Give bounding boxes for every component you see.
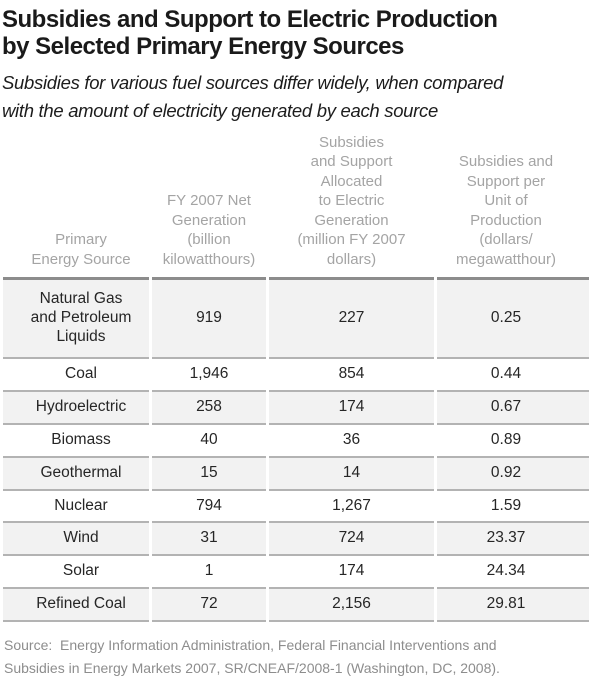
cell-source: Hydroelectric [3,391,149,425]
cell-net-generation: 15 [152,457,266,491]
table-row-coal: Coal 1,946 854 0.44 [3,359,589,392]
table-row-refined-coal: Refined Coal 72 2,156 29.81 [3,589,589,623]
cell-net-generation: 1 [152,556,266,590]
cell-source: Coal [3,359,149,392]
cell-net-generation: 919 [152,280,266,359]
cell-per-unit: 23.37 [437,523,589,557]
cell-source: Solar [3,556,149,590]
header-row: Primary Energy Source FY 2007 Net Genera… [3,133,589,281]
figure-title: Subsidies and Support to Electric Produc… [2,6,498,61]
cell-subsidies: 724 [269,523,434,557]
table-body: Natural Gas and Petroleum Liquids 919 22… [3,280,589,623]
cell-per-unit: 29.81 [437,589,589,623]
cell-subsidies: 854 [269,359,434,392]
column-header-primary-energy-source: Primary Energy Source [3,133,149,281]
table-row-hydroelectric: Hydroelectric 258 174 0.67 [3,391,589,425]
column-header-subsidies-per-unit: Subsidies and Support per Unit of Produc… [437,133,589,281]
cell-per-unit: 24.34 [437,556,589,590]
cell-net-generation: 31 [152,523,266,557]
cell-subsidies: 36 [269,425,434,458]
table-row-geothermal: Geothermal 15 14 0.92 [3,457,589,491]
cell-per-unit: 0.89 [437,425,589,458]
cell-net-generation: 40 [152,425,266,458]
cell-source: Geothermal [3,457,149,491]
table-row-nuclear: Nuclear 794 1,267 1.59 [3,491,589,524]
cell-subsidies: 174 [269,391,434,425]
cell-per-unit: 0.44 [437,359,589,392]
cell-subsidies: 227 [269,280,434,359]
table-row-solar: Solar 1 174 24.34 [3,556,589,590]
cell-net-generation: 794 [152,491,266,524]
cell-net-generation: 72 [152,589,266,623]
cell-per-unit: 1.59 [437,491,589,524]
column-header-net-generation: FY 2007 Net Generation (billion kilowatt… [152,133,266,281]
cell-subsidies: 1,267 [269,491,434,524]
table-row-natural-gas: Natural Gas and Petroleum Liquids 919 22… [3,280,589,359]
figure-subtitle: Subsidies for various fuel sources diffe… [2,72,504,121]
table-header: Primary Energy Source FY 2007 Net Genera… [3,133,589,281]
cell-per-unit: 0.25 [437,280,589,359]
table-row-biomass: Biomass 40 36 0.89 [3,425,589,458]
cell-source: Refined Coal [3,589,149,623]
cell-source: Wind [3,523,149,557]
cell-net-generation: 1,946 [152,359,266,392]
column-header-subsidies-allocated: Subsidies and Support Allocated to Elect… [269,133,434,281]
table-row-wind: Wind 31 724 23.37 [3,523,589,557]
cell-source: Biomass [3,425,149,458]
cell-net-generation: 258 [152,391,266,425]
subsidies-table: Primary Energy Source FY 2007 Net Genera… [0,133,592,623]
cell-subsidies: 2,156 [269,589,434,623]
cell-per-unit: 0.92 [437,457,589,491]
source-note: Source: Energy Information Administratio… [4,637,500,676]
cell-source: Natural Gas and Petroleum Liquids [3,280,149,359]
cell-source: Nuclear [3,491,149,524]
cell-subsidies: 14 [269,457,434,491]
cell-subsidies: 174 [269,556,434,590]
cell-per-unit: 0.67 [437,391,589,425]
